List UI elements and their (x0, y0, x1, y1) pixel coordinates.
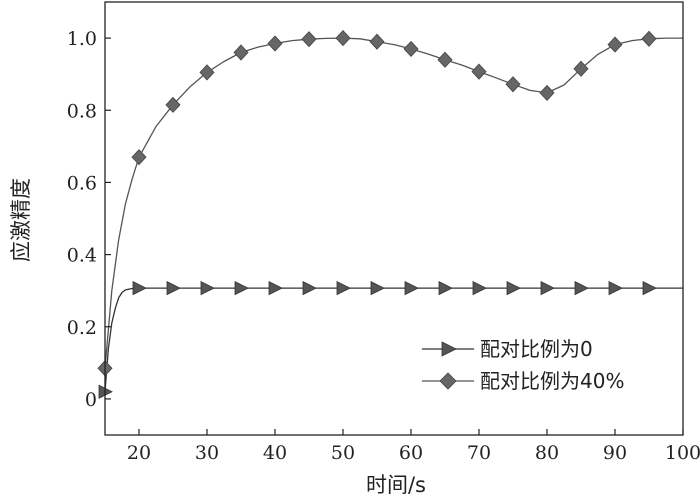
legend-marker-diamond (439, 372, 457, 390)
marker-triangle-right (472, 280, 487, 296)
x-tick-label: 90 (603, 442, 627, 464)
marker-triangle-right (234, 280, 249, 296)
marker-diamond (437, 51, 453, 68)
x-tick-label: 100 (665, 442, 700, 464)
marker-triangle-right (336, 280, 351, 296)
axes: 20 30 40 50 60 70 80 90 100 0 0.2 0.4 0.6 0.8 1.0 (67, 1, 700, 464)
x-tick-label: 20 (127, 442, 151, 464)
legend: 配对比例为0 配对比例为40% (422, 337, 624, 393)
marker-triangle-right (200, 280, 215, 296)
legend-marker-triangle-right (441, 341, 457, 357)
x-tick-label: 50 (331, 442, 355, 464)
marker-diamond (539, 84, 555, 102)
y-tick-label: 0.8 (67, 100, 97, 122)
marker-diamond (233, 44, 249, 61)
x-tick-label: 30 (195, 442, 219, 464)
y-tick-label: 0.6 (67, 172, 97, 194)
marker-diamond (131, 149, 147, 166)
marker-triangle-right (302, 280, 317, 296)
marker-triangle-right (438, 280, 453, 296)
marker-triangle-right (608, 280, 623, 296)
marker-triangle-right (370, 280, 385, 296)
legend-label-series-1: 配对比例为40% (480, 369, 624, 393)
x-tick-label: 60 (399, 442, 423, 464)
plot-frame (104, 1, 684, 436)
marker-triangle-right (506, 280, 521, 296)
y-axis-title: 应激精度 (9, 178, 33, 262)
marker-triangle-right (574, 280, 589, 296)
marker-diamond (403, 40, 419, 57)
marker-triangle-right (132, 280, 147, 296)
x-tick-label: 40 (263, 442, 287, 464)
marker-diamond (335, 29, 351, 47)
marker-diamond (573, 60, 589, 77)
x-tick-label: 80 (535, 442, 559, 464)
y-tick-label: 1.0 (67, 28, 97, 50)
marker-diamond (165, 96, 181, 113)
marker-diamond (369, 33, 385, 50)
marker-diamond (607, 36, 623, 53)
series-line-0 (104, 287, 683, 392)
y-tick-label: 0 (85, 389, 97, 411)
marker-triangle-right (166, 280, 181, 296)
marker-triangle-right (268, 280, 283, 296)
series-line-1 (104, 37, 683, 369)
marker-diamond (199, 64, 215, 81)
marker-triangle-right (642, 280, 657, 296)
marker-triangle-right (540, 280, 555, 296)
x-tick-label: 70 (467, 442, 491, 464)
y-tick-label: 0.2 (67, 317, 97, 339)
marker-diamond (505, 76, 521, 93)
marker-diamond (267, 35, 283, 52)
legend-label-series-0: 配对比例为0 (480, 337, 593, 361)
marker-triangle-right (404, 280, 419, 296)
x-axis-title: 时间/s (366, 473, 426, 497)
marker-diamond (471, 63, 487, 80)
series-layer (97, 29, 683, 399)
marker-diamond (641, 30, 657, 47)
marker-diamond (301, 31, 317, 48)
y-tick-label: 0.4 (67, 245, 97, 267)
